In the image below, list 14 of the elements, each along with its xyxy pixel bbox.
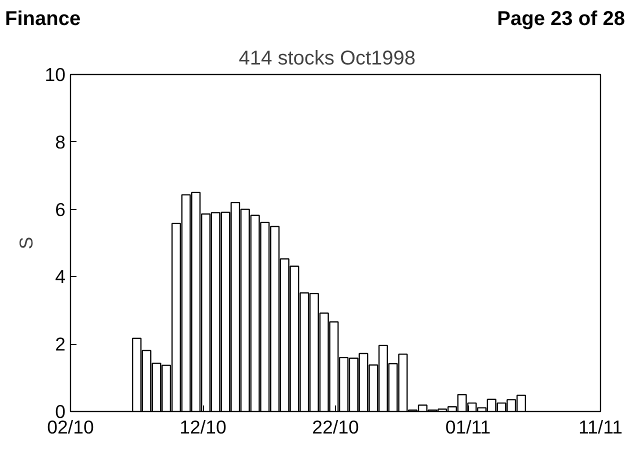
y-tick-label: 8 — [55, 131, 66, 152]
y-tick-label: 2 — [55, 334, 66, 355]
text: Page 23 of 28 — [497, 7, 625, 32]
y-tick-label: 4 — [55, 266, 66, 288]
chart-title: 414 stocks Oct1998 — [238, 48, 416, 70]
text: Finance — [5, 7, 81, 32]
x-tick-label: 22/10 — [312, 416, 359, 438]
y-tick-label: 0 — [55, 401, 66, 422]
y-tick-label: 10 — [44, 64, 66, 85]
x-tick-label: 12/10 — [180, 416, 226, 438]
y-tick-label: 6 — [55, 198, 66, 220]
x-tick-label: 11/11 — [578, 416, 622, 438]
x-tick-label: 01/11 — [445, 416, 491, 438]
y-axis-title: S — [16, 236, 37, 250]
